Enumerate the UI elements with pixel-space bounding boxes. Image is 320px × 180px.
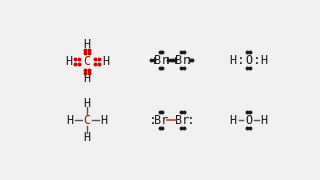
Text: H: H xyxy=(102,55,109,68)
Text: Br: Br xyxy=(154,114,168,127)
Text: C: C xyxy=(84,55,91,68)
Text: H: H xyxy=(84,38,91,51)
Text: :: : xyxy=(148,114,156,127)
Text: O: O xyxy=(245,54,252,67)
Text: Br: Br xyxy=(154,54,168,67)
Text: :: : xyxy=(164,54,172,67)
Text: H: H xyxy=(67,114,74,127)
Text: H: H xyxy=(65,55,72,68)
Text: H: H xyxy=(260,114,268,127)
Text: O: O xyxy=(245,114,252,127)
Text: Br: Br xyxy=(175,54,190,67)
Text: H: H xyxy=(84,72,91,85)
Text: H: H xyxy=(230,114,237,127)
Text: :: : xyxy=(172,54,180,67)
Text: H: H xyxy=(84,131,91,144)
Text: :: : xyxy=(185,54,193,67)
Text: H: H xyxy=(100,114,108,127)
Text: H: H xyxy=(84,97,91,110)
Text: :: : xyxy=(252,54,260,67)
Text: H: H xyxy=(260,54,268,67)
Text: :: : xyxy=(237,54,245,67)
Text: :: : xyxy=(151,54,159,67)
Text: :: : xyxy=(187,114,195,127)
Text: C: C xyxy=(84,114,91,127)
Text: Br: Br xyxy=(175,114,190,127)
Text: H: H xyxy=(230,54,237,67)
